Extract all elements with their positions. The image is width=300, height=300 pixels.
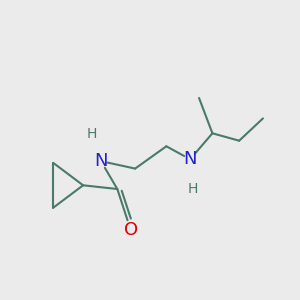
Text: O: O	[124, 221, 138, 239]
Text: N: N	[94, 152, 108, 170]
Text: N: N	[183, 150, 197, 168]
Text: H: H	[87, 128, 97, 141]
Text: H: H	[187, 182, 198, 196]
